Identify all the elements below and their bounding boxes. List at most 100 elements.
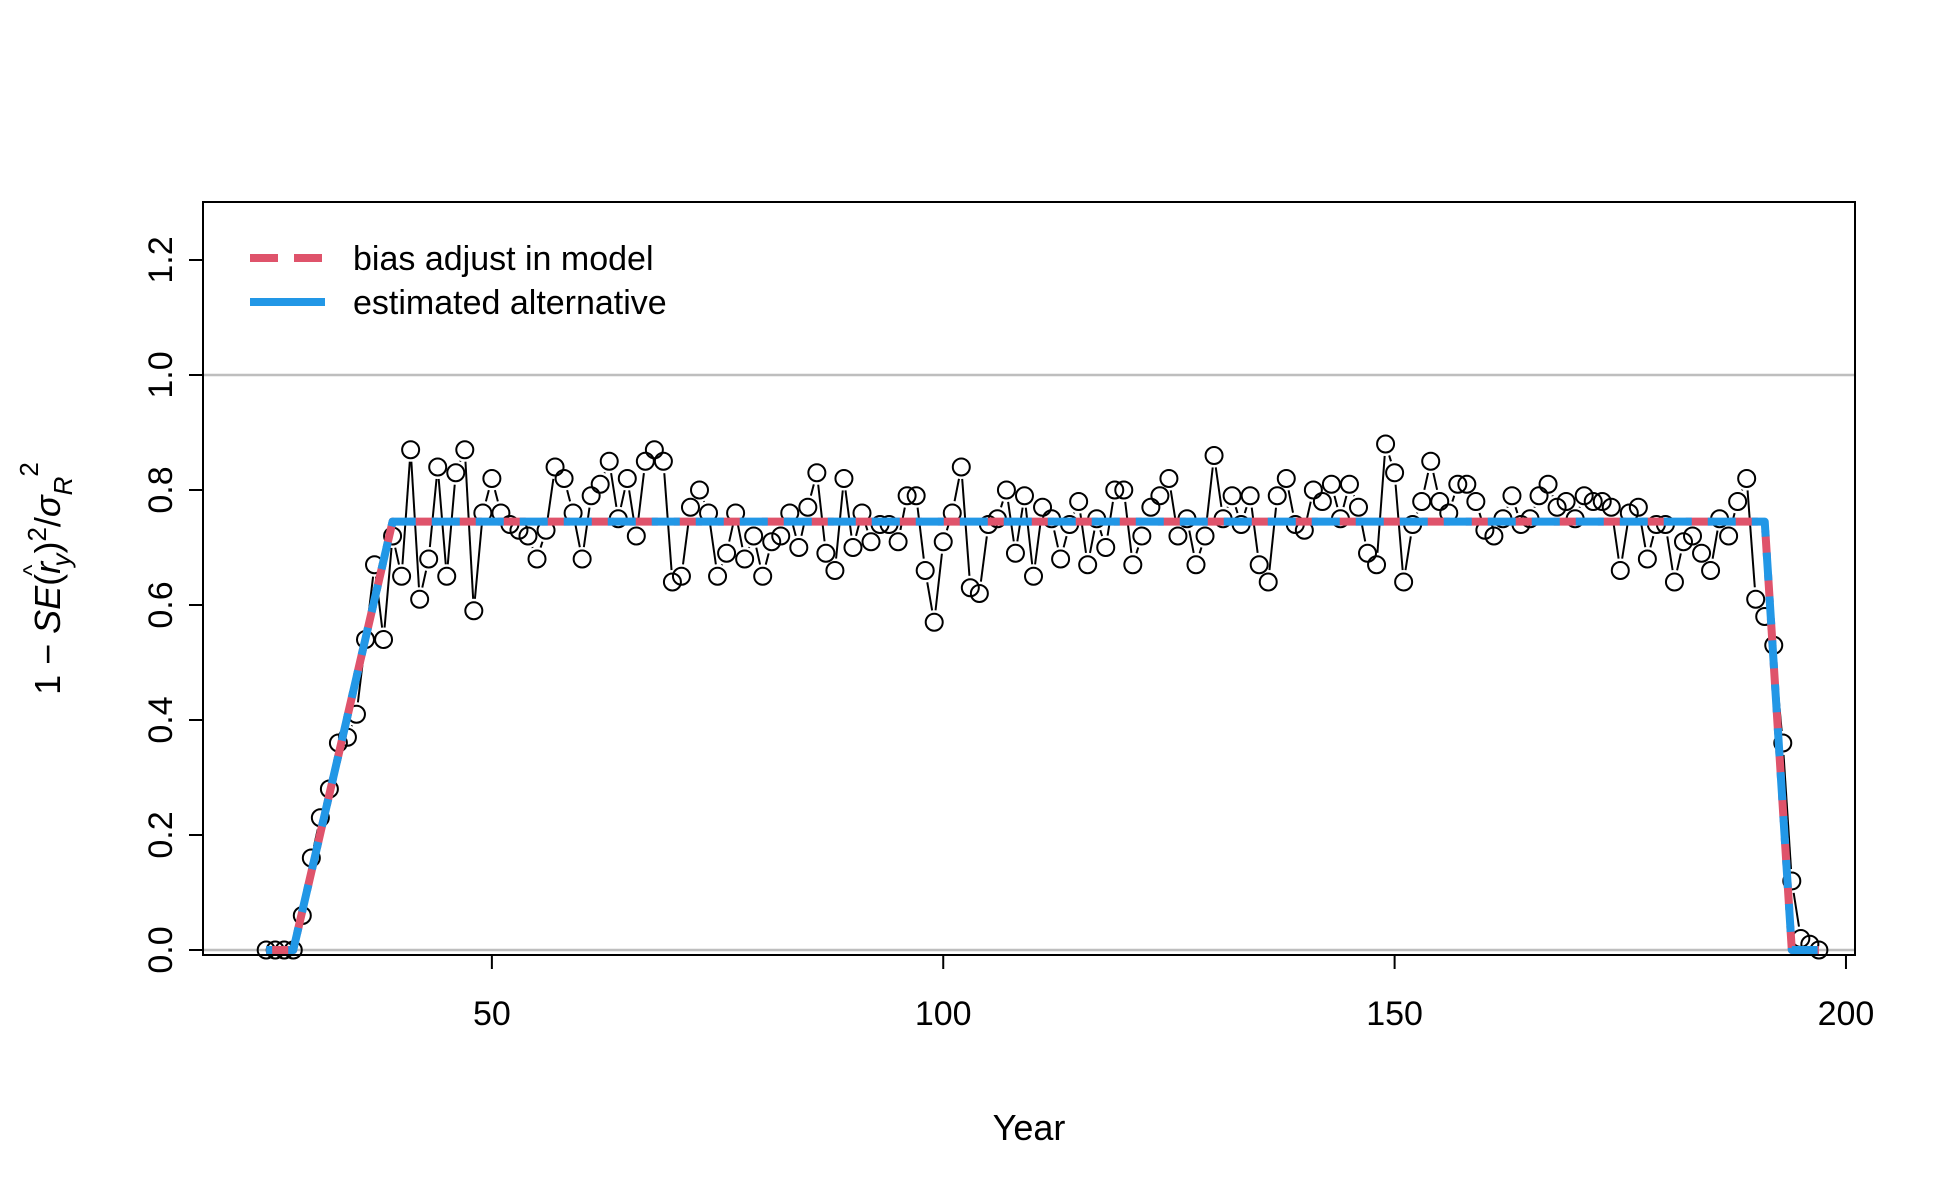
connector-segment	[764, 553, 770, 565]
data-point	[969, 584, 989, 603]
x-axis-title: Year	[993, 1107, 1066, 1148]
data-point	[653, 451, 673, 471]
data-point	[1132, 526, 1152, 546]
connector-segment	[709, 524, 717, 565]
data-point	[1683, 526, 1703, 546]
connector-segment	[574, 524, 581, 548]
data-point	[1538, 474, 1558, 494]
connector-segment	[844, 490, 853, 536]
data-point	[807, 463, 827, 483]
connector-segment	[1376, 455, 1386, 553]
y-axis-title: 1 − SE(r^y)2/σR2	[14, 462, 78, 695]
y-tick-label-6: 1.2	[142, 236, 180, 283]
data-point	[888, 532, 908, 552]
connector-segment	[610, 472, 618, 508]
connector-segment	[1333, 495, 1339, 508]
connector-segment	[1124, 501, 1133, 553]
data-point	[897, 486, 917, 506]
connector-segment	[682, 519, 690, 565]
data-point	[1150, 486, 1170, 506]
data-point	[671, 566, 691, 586]
connector-segment	[1034, 519, 1042, 565]
connector-segment	[817, 484, 826, 542]
data-point	[1123, 555, 1143, 575]
data-point	[996, 480, 1016, 500]
y-axis-title-sq2: 2	[14, 462, 44, 476]
y-axis-title-slash: /	[27, 517, 68, 527]
connector-segment	[855, 524, 860, 537]
legend-label-estimated-alternative: estimated alternative	[353, 284, 667, 322]
connector-segment	[394, 547, 400, 565]
connector-segment	[1649, 535, 1655, 548]
connector-segment	[1000, 501, 1004, 508]
data-point	[1637, 549, 1657, 569]
data-point	[834, 469, 854, 488]
data-point	[1628, 497, 1648, 517]
data-point	[951, 457, 971, 477]
data-point	[392, 566, 412, 586]
connector-segment	[493, 489, 499, 502]
connector-segment	[619, 489, 626, 508]
y-tick-label-5: 1.0	[142, 351, 180, 398]
connector-segment	[755, 547, 762, 565]
data-point	[374, 630, 394, 649]
y-axis-title-sigma: σ	[27, 494, 68, 517]
data-point	[1583, 492, 1603, 511]
y-axis-title-open: (	[27, 574, 68, 586]
data-point	[1141, 497, 1161, 517]
data-point	[1430, 492, 1450, 511]
data-point	[1728, 492, 1748, 511]
connector-segment	[1432, 472, 1439, 491]
data-point	[455, 440, 475, 460]
y-tick-label-4: 0.8	[142, 466, 180, 513]
data-point	[572, 549, 592, 569]
data-point	[1348, 497, 1368, 517]
data-point	[1367, 555, 1387, 575]
connector-segment	[546, 478, 555, 519]
data-point	[924, 612, 944, 632]
connector-segment	[953, 478, 960, 502]
connector-segment	[1062, 535, 1068, 548]
connector-segment	[1024, 507, 1034, 565]
y-axis-title-r: r	[27, 560, 68, 574]
data-point	[1069, 492, 1089, 511]
series-lines	[266, 517, 1819, 954]
data-point	[789, 538, 809, 557]
data-point	[825, 561, 845, 580]
data-point	[1033, 497, 1053, 517]
data-point	[1267, 486, 1287, 506]
data-point	[1457, 474, 1477, 494]
data-point	[690, 480, 710, 500]
data-point	[1719, 526, 1739, 546]
data-point	[1529, 486, 1549, 506]
connector-segment	[1135, 547, 1140, 554]
data-point	[554, 469, 574, 488]
connector-segment	[566, 489, 572, 502]
data-point	[1240, 486, 1260, 506]
data-point	[419, 549, 439, 569]
y-axis-title-y: y	[46, 552, 76, 569]
data-point	[1737, 469, 1757, 488]
connector-segment	[473, 524, 483, 599]
connector-segment	[1250, 507, 1259, 553]
data-point	[1096, 538, 1116, 557]
data-point	[1014, 486, 1034, 506]
data-point	[1321, 474, 1341, 494]
data-point	[1358, 543, 1378, 563]
connector-segment	[1746, 490, 1756, 588]
data-point	[1005, 543, 1025, 563]
data-point	[1303, 480, 1323, 500]
data-point	[527, 549, 547, 569]
connector-segment	[421, 570, 428, 588]
data-point	[1051, 549, 1071, 569]
data-point	[1159, 469, 1179, 488]
series-line-estimated-alternative	[266, 517, 1819, 954]
connector-segment	[1388, 455, 1392, 462]
data-point	[1195, 526, 1215, 546]
connector-segment	[736, 524, 744, 548]
data-point	[708, 566, 728, 586]
connector-segment	[791, 524, 797, 537]
connector-segment	[979, 536, 988, 582]
data-point	[1412, 492, 1432, 511]
